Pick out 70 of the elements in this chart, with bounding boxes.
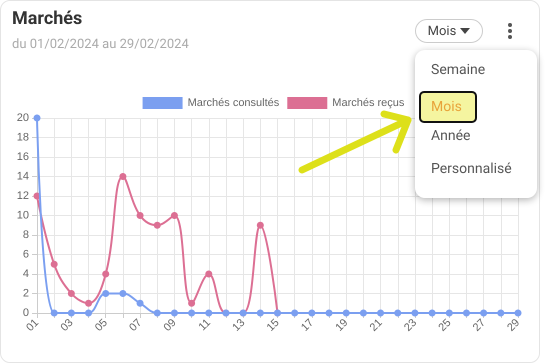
point	[50, 310, 58, 316]
x-tick-label: 01	[24, 316, 42, 334]
x-tick-label: 29	[505, 316, 522, 334]
x-tick-label: 19	[333, 316, 350, 334]
x-tick-label: 05	[92, 316, 110, 334]
y-tick-label: 10	[16, 210, 29, 222]
point	[205, 270, 212, 278]
y-tick-label: 14	[16, 170, 29, 182]
point	[119, 173, 126, 180]
x-tick-label: 07	[127, 316, 144, 334]
point	[119, 290, 126, 297]
chart-subtitle: du 01/02/2024 au 29/02/2024	[12, 37, 189, 52]
point	[291, 310, 298, 316]
text: Mois	[419, 91, 477, 123]
point	[497, 310, 504, 316]
point	[102, 290, 110, 297]
point	[342, 310, 350, 316]
point	[102, 270, 110, 278]
point	[428, 310, 436, 316]
point	[136, 300, 144, 307]
text: Mois	[428, 24, 456, 38]
chart-title: Marchés	[12, 8, 82, 29]
point	[462, 310, 470, 316]
point	[188, 310, 196, 316]
point	[154, 222, 161, 229]
annotation: Année	[431, 128, 470, 144]
point	[85, 300, 92, 307]
point	[446, 310, 453, 316]
point	[68, 310, 75, 316]
point	[256, 222, 264, 229]
point	[136, 212, 144, 219]
point	[480, 310, 488, 316]
x-tick-label: 11	[196, 316, 214, 334]
annotation: Personnalisé	[431, 161, 512, 177]
text: Semaine	[431, 62, 486, 78]
legend-label: Marchés consultés	[188, 97, 280, 109]
y-tick-label: 16	[16, 151, 29, 163]
y-tick-label: 20	[16, 112, 29, 124]
legend-label: Marchés reçus	[332, 97, 405, 109]
point	[50, 260, 58, 268]
y-tick-label: 2	[22, 288, 29, 300]
x-tick-label: 13	[230, 316, 248, 334]
x-tick-label: 17	[298, 316, 316, 334]
point	[68, 290, 75, 297]
x-tick-label: 27	[470, 316, 488, 334]
point	[308, 310, 316, 316]
y-tick-label: 18	[16, 132, 29, 144]
point	[205, 310, 212, 316]
y-tick-label: 6	[22, 248, 29, 260]
x-tick-label: 23	[402, 316, 420, 334]
point	[377, 310, 384, 316]
x-tick-label: 25	[436, 316, 454, 334]
point	[188, 300, 196, 307]
point	[256, 310, 264, 316]
y-tick-label: 8	[22, 229, 29, 241]
point	[170, 212, 178, 219]
x-tick-label: 03	[58, 316, 76, 334]
y-tick-label: 4	[22, 268, 29, 280]
point	[170, 310, 178, 316]
point	[326, 310, 333, 316]
x-tick-label: 15	[264, 316, 282, 334]
x-tick-label: 21	[368, 316, 385, 334]
y-tick-label: 0	[22, 307, 29, 319]
point	[85, 310, 92, 316]
point	[154, 310, 161, 316]
y-tick-label: 12	[16, 190, 29, 202]
point	[411, 310, 418, 316]
point	[394, 310, 402, 316]
x-tick-label: 09	[162, 316, 179, 334]
point	[360, 310, 367, 316]
